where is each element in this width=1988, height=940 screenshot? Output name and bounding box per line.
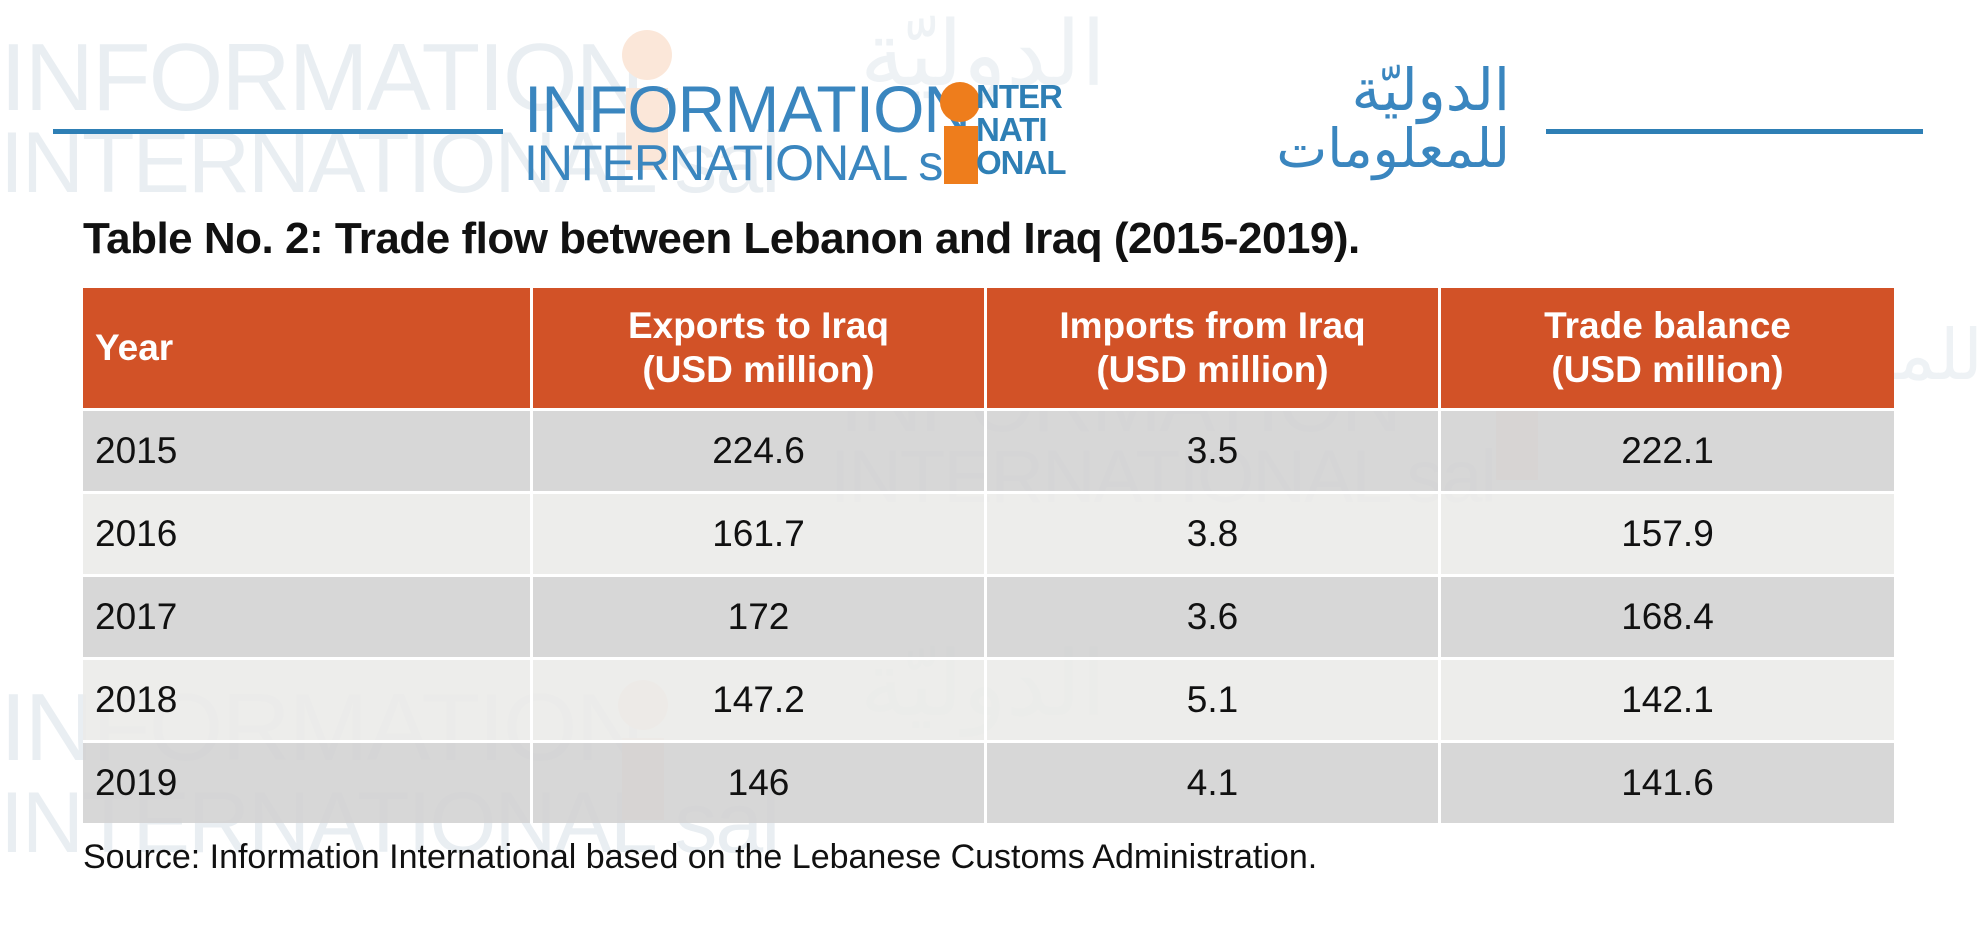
header-rule-right [1546, 129, 1923, 134]
column-header-unit: (USD million) [1096, 349, 1329, 390]
column-header-balance: Trade balance (USD million) [1441, 288, 1894, 408]
logo-english: INFORMATION INTERNATIONAL sal [524, 72, 980, 191]
cell-balance: 168.4 [1441, 574, 1894, 657]
logo-english-line1: INFORMATION [524, 72, 971, 146]
logo-mark-line3: ONAL [976, 144, 1067, 181]
cell-balance: 141.6 [1441, 740, 1894, 823]
cell-year: 2016 [83, 491, 533, 574]
column-header-exports: Exports to Iraq (USD million) [533, 288, 987, 408]
column-header-label: Year [95, 327, 174, 368]
header-rule-left [53, 129, 503, 134]
logo-dot-icon [940, 82, 980, 122]
cell-exports: 161.7 [533, 491, 987, 574]
cell-imports: 3.6 [987, 574, 1441, 657]
table-row: 2018 147.2 5.1 142.1 [83, 657, 1894, 740]
logo-stem-icon [944, 126, 978, 184]
cell-year: 2018 [83, 657, 533, 740]
logo-arabic: الدوليّة للمعلومات [1090, 60, 1510, 178]
cell-imports: 3.5 [987, 408, 1441, 491]
logo-mark-line2: NATI [976, 111, 1048, 148]
cell-exports: 172 [533, 574, 987, 657]
table-title: Table No. 2: Trade flow between Lebanon … [83, 214, 1360, 263]
logo-english-line2: INTERNATIONAL sal [524, 135, 980, 191]
cell-year: 2015 [83, 408, 533, 491]
column-header-year: Year [83, 288, 533, 408]
logo-arabic-line2: للمعلومات [1276, 116, 1510, 180]
cell-imports: 5.1 [987, 657, 1441, 740]
column-header-unit: (USD million) [1551, 349, 1784, 390]
logo-mark-line1: NTER [976, 78, 1063, 115]
cell-balance: 222.1 [1441, 408, 1894, 491]
source-note: Source: Information International based … [83, 838, 1318, 876]
table-row: 2015 224.6 3.5 222.1 [83, 408, 1894, 491]
cell-imports: 3.8 [987, 491, 1441, 574]
column-header-imports: Imports from Iraq (USD million) [987, 288, 1441, 408]
table-row: 2016 161.7 3.8 157.9 [83, 491, 1894, 574]
logo-arabic-line1: الدوليّة [1351, 56, 1510, 124]
cell-exports: 147.2 [533, 657, 987, 740]
table-row: 2019 146 4.1 141.6 [83, 740, 1894, 823]
column-header-label: Trade balance [1544, 305, 1791, 346]
cell-year: 2017 [83, 574, 533, 657]
table-row: 2017 172 3.6 168.4 [83, 574, 1894, 657]
column-header-unit: (USD million) [642, 349, 875, 390]
cell-exports: 146 [533, 740, 987, 823]
logo-mark-text: NTER NATI ONAL [976, 80, 1084, 179]
cell-balance: 157.9 [1441, 491, 1894, 574]
logo-i-mark: NTER NATI ONAL [938, 80, 1086, 184]
column-header-label: Exports to Iraq [627, 305, 890, 346]
table-header-row: Year Exports to Iraq (USD million) Impor… [83, 288, 1894, 408]
cell-exports: 224.6 [533, 408, 987, 491]
column-header-label: Imports from Iraq [1059, 305, 1366, 346]
cell-year: 2019 [83, 740, 533, 823]
cell-imports: 4.1 [987, 740, 1441, 823]
cell-balance: 142.1 [1441, 657, 1894, 740]
trade-flow-table: Year Exports to Iraq (USD million) Impor… [83, 288, 1894, 823]
